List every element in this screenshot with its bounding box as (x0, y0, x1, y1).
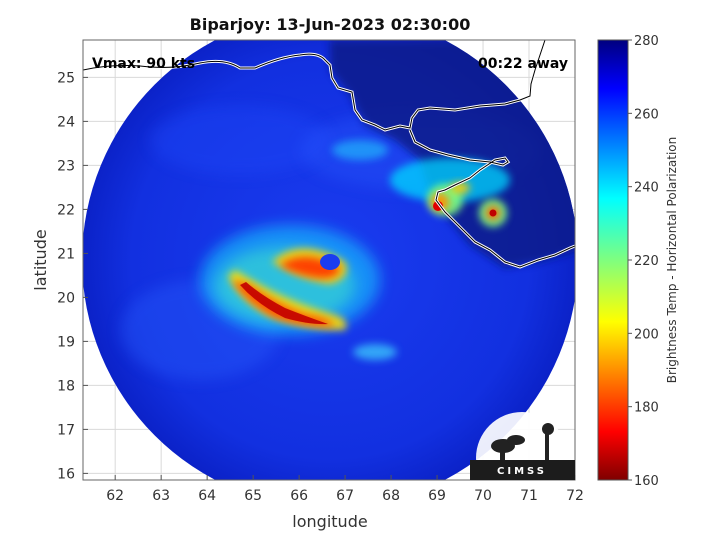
storm-rainbands (200, 225, 397, 360)
x-tick-label: 63 (152, 488, 170, 504)
y-tick-label: 21 (57, 246, 75, 262)
cimss-logo: CIMSS (470, 412, 575, 480)
coastline (83, 40, 575, 269)
colorbar-ticks: 160 180 200 220 240 260 280 (628, 34, 659, 489)
colorbar-tick-label: 220 (634, 254, 659, 269)
x-axis-label: longitude (292, 512, 367, 531)
y-tick-label: 22 (57, 202, 75, 218)
x-tick-label: 68 (382, 488, 400, 504)
y-tick-label: 18 (57, 378, 75, 394)
x-tick-label: 71 (520, 488, 538, 504)
colorbar-tick-label: 160 (634, 474, 659, 489)
x-tick-label: 69 (428, 488, 446, 504)
satellite-swath (83, 40, 575, 480)
y-tick-label: 17 (57, 422, 75, 438)
y-tick-label: 20 (57, 290, 75, 306)
x-tick-label: 66 (290, 488, 308, 504)
y-tick-label: 19 (57, 334, 75, 350)
colorbar-tick-label: 200 (634, 327, 659, 342)
plot-frame (82, 39, 576, 481)
x-tick-label: 72 (566, 488, 584, 504)
colorbar (597, 39, 629, 481)
y-tick-label: 16 (57, 466, 75, 482)
chart-title: Biparjoy: 13-Jun-2023 02:30:00 (190, 15, 471, 34)
colorbar-tick-label: 280 (634, 34, 659, 49)
y-tick-label: 24 (57, 114, 75, 130)
x-tick-label: 64 (198, 488, 216, 504)
time-offset-label: 00:22 away (478, 56, 568, 72)
colorbar-tick-label: 180 (634, 401, 659, 416)
colorbar-label: Brightness Temp - Horizontal Polarizatio… (665, 137, 679, 384)
x-tick-label: 65 (244, 488, 262, 504)
x-axis-ticks: 62 63 64 65 66 67 68 69 70 71 72 (106, 475, 584, 504)
x-tick-label: 70 (474, 488, 492, 504)
vmax-label: Vmax: 90 kts (92, 56, 195, 72)
colorbar-tick-label: 240 (634, 181, 659, 196)
y-tick-label: 25 (57, 70, 75, 86)
x-tick-label: 67 (336, 488, 354, 504)
x-tick-label: 62 (106, 488, 124, 504)
logo-text: CIMSS (497, 466, 547, 477)
y-axis-label: latitude (31, 229, 50, 290)
y-tick-label: 23 (57, 158, 75, 174)
y-axis-ticks: 16 17 18 19 20 21 22 23 24 25 (57, 70, 88, 482)
colorbar-tick-label: 260 (634, 107, 659, 122)
